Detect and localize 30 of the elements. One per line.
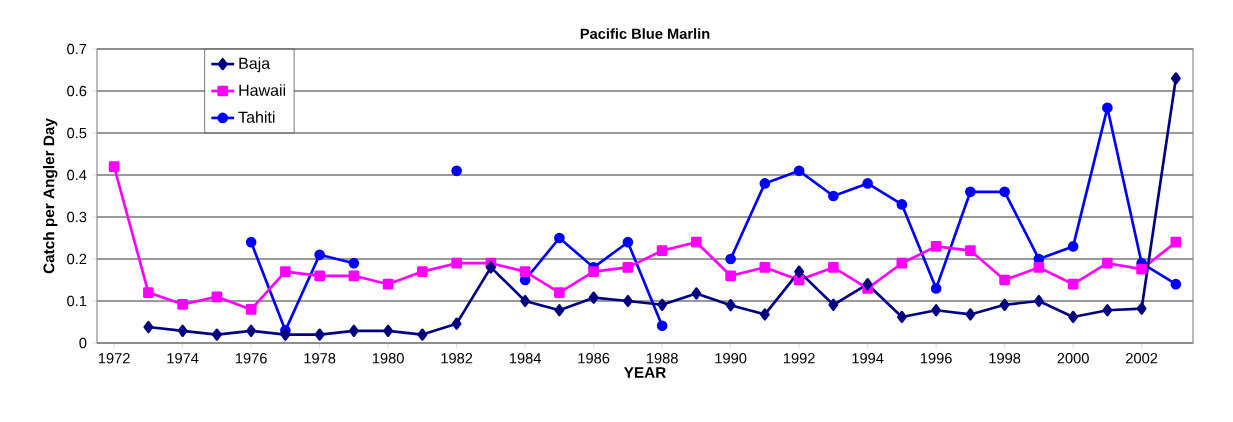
x-tick-label: 1982	[441, 353, 473, 364]
x-tick-label: 1980	[372, 353, 404, 364]
chart-title: Pacific Blue Marlin	[580, 28, 710, 39]
x-tick-label: 1986	[578, 353, 610, 364]
x-tick-label: 1984	[509, 353, 541, 364]
x-tick-label: 2000	[1057, 353, 1089, 364]
y-tick-label: 0.2	[67, 253, 87, 265]
legend-label: Tahiti	[238, 111, 275, 123]
x-tick-label: 1972	[98, 353, 130, 364]
y-tick-label: 0.3	[67, 211, 87, 223]
x-tick-label: 2002	[1126, 353, 1158, 364]
x-axis-title: YEAR	[623, 367, 666, 378]
x-tick-label: 1976	[235, 353, 267, 364]
y-tick-label: 0.4	[67, 169, 87, 181]
x-tick-label: 1994	[852, 353, 884, 364]
x-tick-label: 1992	[783, 353, 815, 364]
x-tick-label: 1988	[646, 353, 678, 364]
x-tick-label: 1978	[304, 353, 336, 364]
legend-label: Baja	[239, 57, 271, 73]
y-tick-label: 0.5	[67, 127, 87, 139]
legend-label: Hawaii	[239, 84, 286, 96]
y-tick-label: 0.7	[67, 43, 87, 55]
x-tick-label: 1996	[920, 353, 952, 364]
y-tick-label: 0.1	[67, 295, 87, 307]
x-tick-label: 1998	[989, 353, 1021, 364]
x-tick-label: 1990	[715, 353, 747, 364]
y-axis-title: Catch per Angler Day	[43, 118, 58, 274]
x-tick-label: 1974	[167, 353, 199, 364]
y-tick-label: 0.6	[67, 85, 87, 97]
y-tick-label: 0	[79, 337, 87, 349]
